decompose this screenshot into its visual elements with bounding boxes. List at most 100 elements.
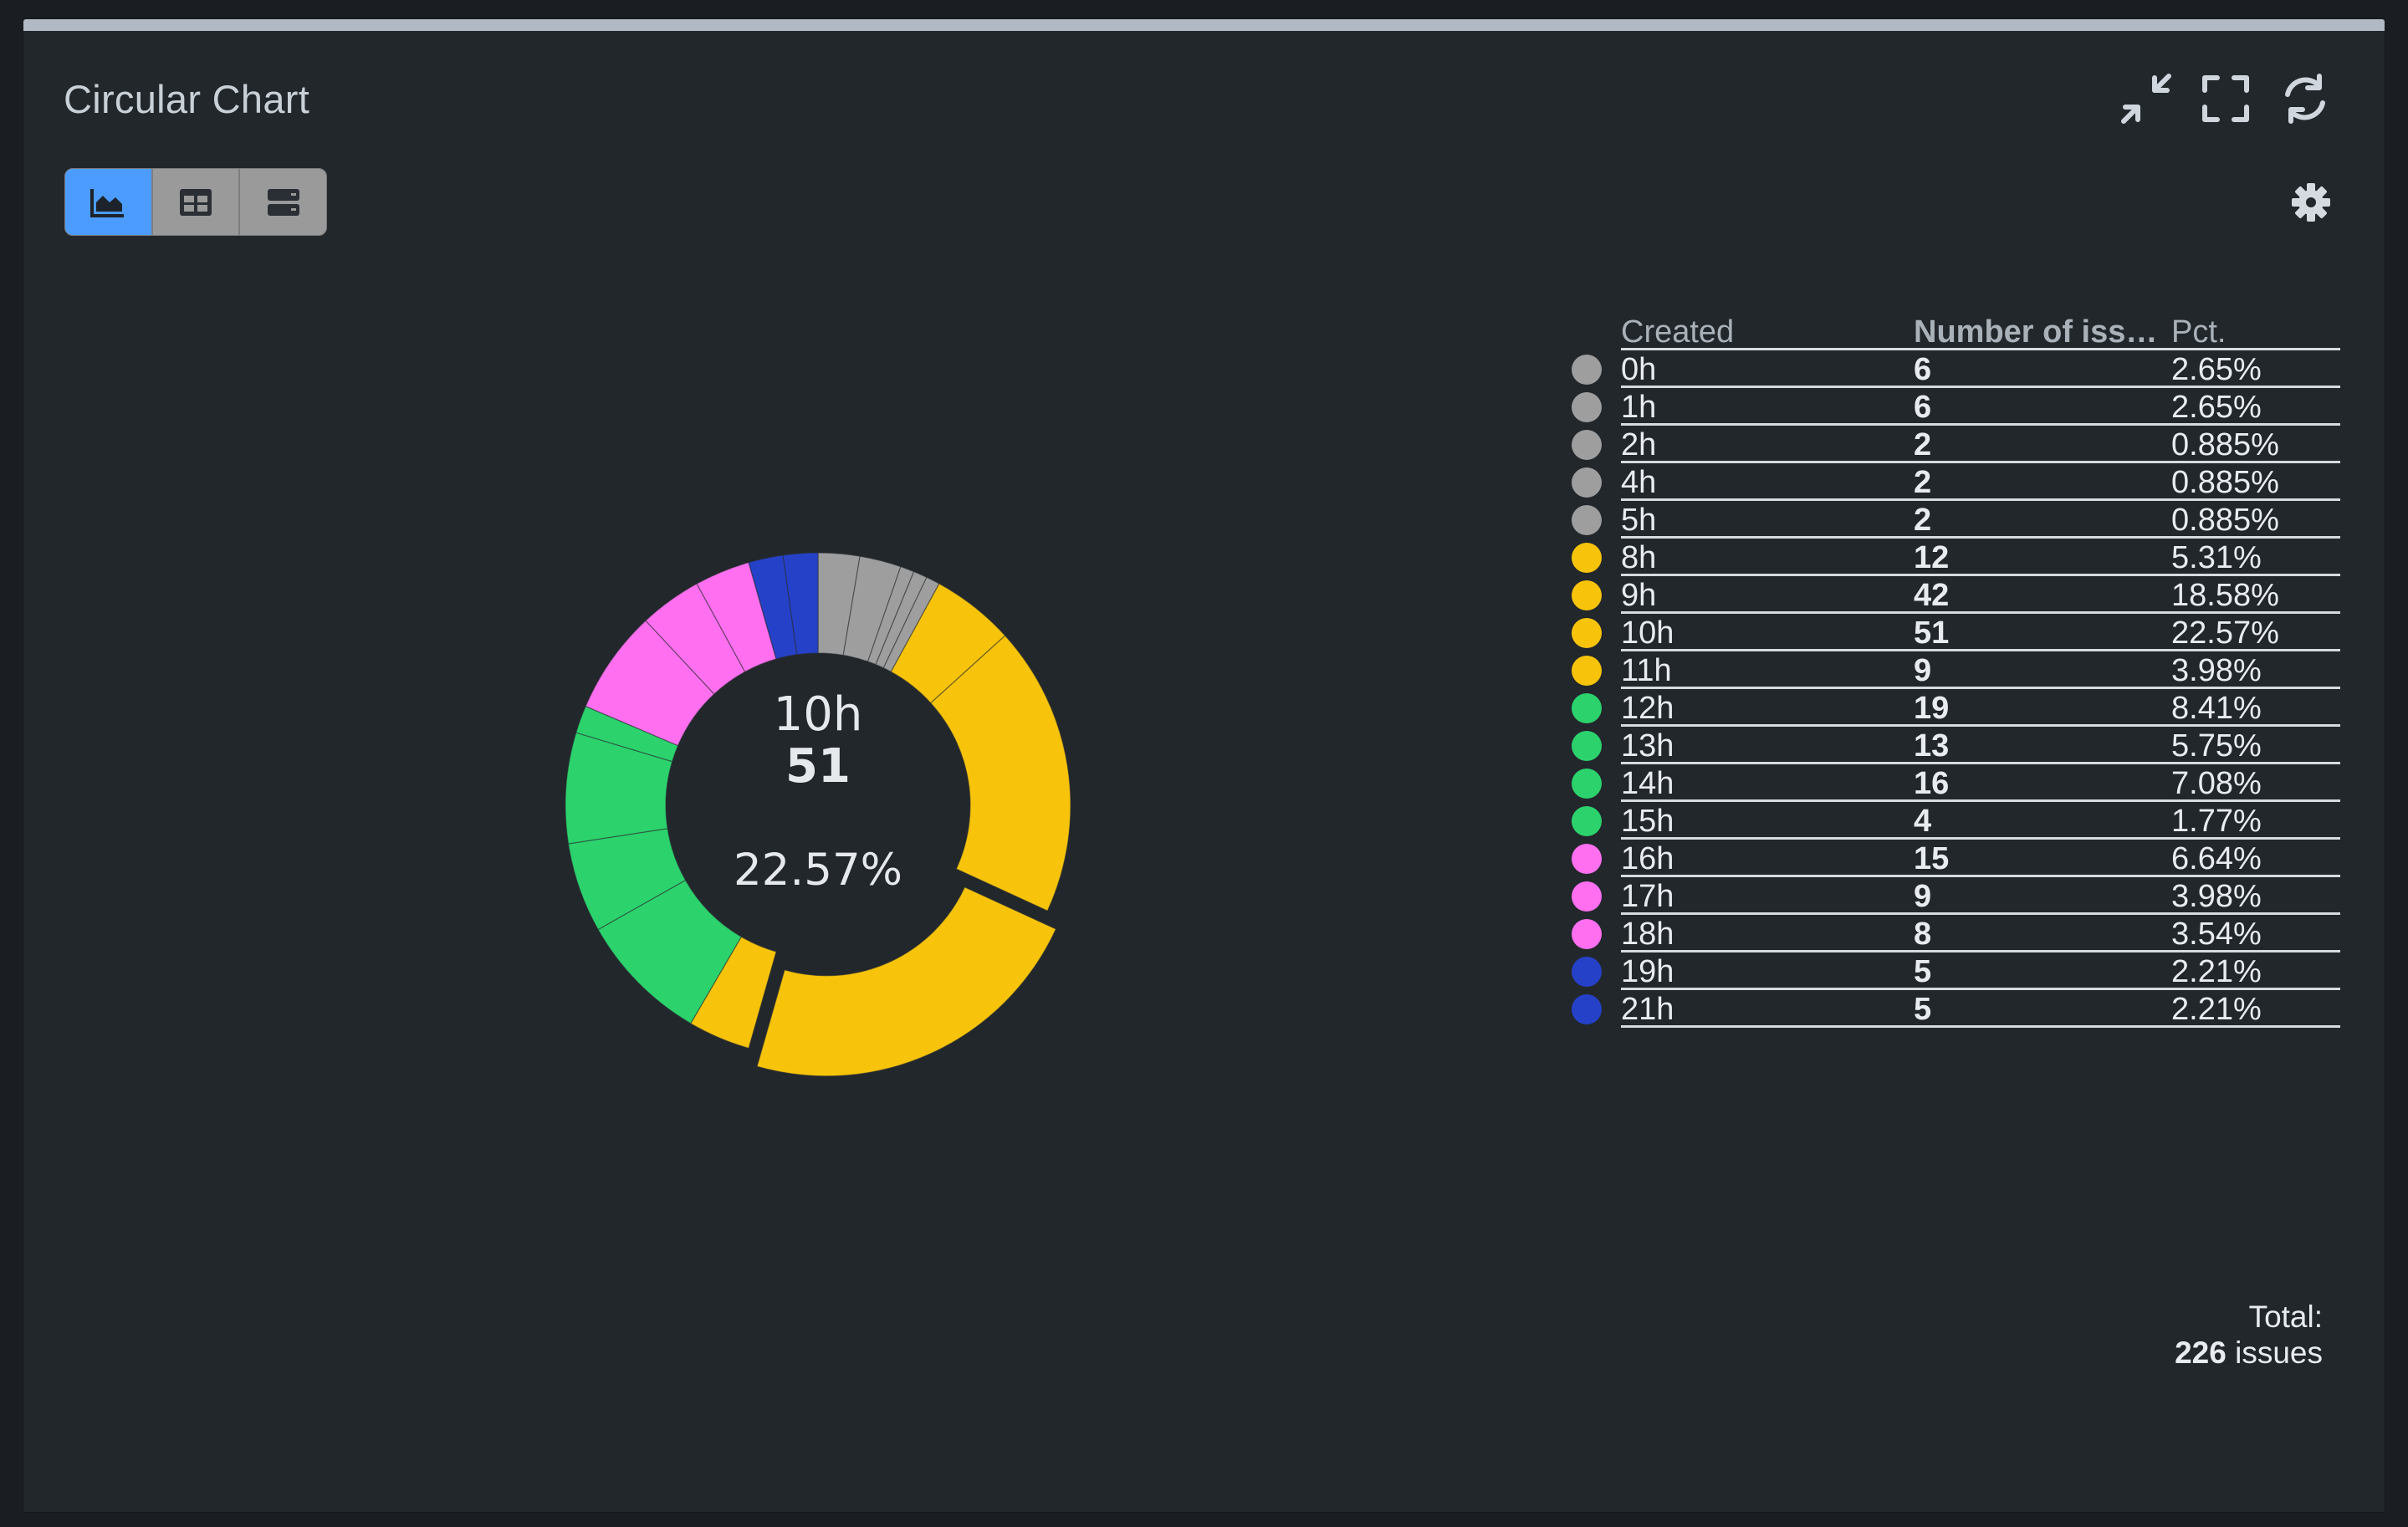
legend-color-dot bbox=[1572, 354, 1602, 385]
legend-name: 21h bbox=[1621, 992, 1674, 1027]
legend-count: 2 bbox=[1914, 465, 1932, 500]
legend-row[interactable]: 11h 9 3.98% bbox=[1546, 651, 2340, 689]
divider bbox=[1621, 950, 2340, 952]
legend-count: 2 bbox=[1914, 427, 1932, 462]
legend-pct: 18.58% bbox=[2171, 578, 2279, 613]
legend-count: 4 bbox=[1914, 804, 1932, 839]
divider bbox=[1621, 536, 2340, 539]
divider bbox=[1621, 611, 2340, 614]
legend-name: 5h bbox=[1621, 503, 1657, 538]
legend-row[interactable]: 17h 9 3.98% bbox=[1546, 877, 2340, 915]
legend-row[interactable]: 18h 8 3.54% bbox=[1546, 915, 2340, 952]
legend-color-dot bbox=[1572, 504, 1602, 535]
legend-count: 12 bbox=[1914, 540, 1950, 575]
legend-color-dot bbox=[1572, 993, 1602, 1024]
legend-name: 18h bbox=[1621, 917, 1674, 952]
legend-row[interactable]: 8h 12 5.31% bbox=[1546, 539, 2340, 576]
legend-row[interactable]: 4h 2 0.885% bbox=[1546, 463, 2340, 501]
donut-slice-21h[interactable] bbox=[782, 552, 819, 656]
legend-row[interactable]: 2h 2 0.885% bbox=[1546, 426, 2340, 463]
legend-header: Created Number of iss… Pct. bbox=[1546, 314, 2340, 350]
legend-pct: 2.21% bbox=[2171, 954, 2262, 989]
refresh-icon[interactable] bbox=[2276, 69, 2334, 128]
divider bbox=[1621, 762, 2340, 764]
collapse-icon[interactable] bbox=[2117, 69, 2175, 128]
donut-slice-9h[interactable] bbox=[929, 635, 1071, 912]
view-switcher bbox=[64, 168, 327, 236]
center-value: 51 bbox=[785, 739, 851, 794]
list-rows-icon bbox=[267, 188, 299, 216]
center-label: 10h bbox=[774, 687, 863, 742]
legend-color-dot bbox=[1572, 692, 1602, 723]
legend-row[interactable]: 5h 2 0.885% bbox=[1546, 501, 2340, 539]
divider bbox=[1621, 875, 2340, 877]
table-view-button[interactable] bbox=[151, 169, 239, 235]
legend-row[interactable]: 14h 16 7.08% bbox=[1546, 764, 2340, 802]
total-summary: Total: 226 issues bbox=[2175, 1299, 2323, 1371]
legend-count: 51 bbox=[1914, 615, 1950, 651]
legend-row[interactable]: 13h 13 5.75% bbox=[1546, 727, 2340, 764]
legend-color-dot bbox=[1572, 881, 1602, 912]
legend-count: 9 bbox=[1914, 879, 1932, 914]
legend-color-dot bbox=[1572, 730, 1602, 761]
legend-table: Created Number of iss… Pct. 0h 6 2.65% 1h 6 2… bbox=[1546, 314, 2340, 1028]
legend-pct: 5.75% bbox=[2171, 728, 2262, 764]
divider bbox=[1621, 386, 2340, 388]
legend-color-dot bbox=[1572, 655, 1602, 686]
header-pct[interactable]: Pct. bbox=[2171, 314, 2227, 350]
gear-icon[interactable] bbox=[2290, 181, 2332, 223]
legend-pct: 1.77% bbox=[2171, 804, 2262, 839]
panel-title: Circular Chart bbox=[64, 77, 310, 121]
header-number-of-issues[interactable]: Number of iss… bbox=[1914, 314, 2158, 350]
divider bbox=[1621, 687, 2340, 689]
total-value-line: 226 issues bbox=[2175, 1335, 2323, 1371]
legend-name: 10h bbox=[1621, 615, 1674, 651]
legend-count: 19 bbox=[1914, 691, 1950, 726]
legend-name: 1h bbox=[1621, 390, 1657, 425]
divider bbox=[1621, 461, 2340, 463]
legend-pct: 2.65% bbox=[2171, 352, 2262, 387]
legend-count: 8 bbox=[1914, 917, 1932, 952]
chart-view-button[interactable] bbox=[65, 169, 151, 235]
legend-pct: 7.08% bbox=[2171, 766, 2262, 801]
legend-row[interactable]: 1h 6 2.65% bbox=[1546, 388, 2340, 426]
legend-name: 0h bbox=[1621, 352, 1657, 387]
legend-count: 5 bbox=[1914, 954, 1932, 989]
legend-pct: 3.98% bbox=[2171, 653, 2262, 688]
legend-pct: 2.65% bbox=[2171, 390, 2262, 425]
divider bbox=[1621, 1025, 2340, 1028]
donut-chart: 10h 51 22.57% bbox=[565, 552, 1071, 1077]
header-created[interactable]: Created bbox=[1621, 314, 1735, 350]
legend-row[interactable]: 19h 5 2.21% bbox=[1546, 952, 2340, 990]
list-view-button[interactable] bbox=[238, 169, 326, 235]
divider bbox=[1621, 649, 2340, 651]
legend-name: 19h bbox=[1621, 954, 1674, 989]
legend-count: 16 bbox=[1914, 766, 1950, 801]
panel-top-bar bbox=[23, 19, 2385, 31]
legend-row[interactable]: 12h 19 8.41% bbox=[1546, 689, 2340, 727]
legend-row[interactable]: 10h 51 22.57% bbox=[1546, 614, 2340, 651]
legend-row[interactable]: 9h 42 18.58% bbox=[1546, 576, 2340, 614]
fullscreen-icon[interactable] bbox=[2196, 69, 2255, 128]
legend-color-dot bbox=[1572, 429, 1602, 460]
legend-row[interactable]: 21h 5 2.21% bbox=[1546, 990, 2340, 1028]
legend-color-dot bbox=[1572, 391, 1602, 422]
legend-name: 15h bbox=[1621, 804, 1674, 839]
legend-color-dot bbox=[1572, 918, 1602, 949]
legend-row[interactable]: 15h 4 1.77% bbox=[1546, 802, 2340, 840]
legend-count: 13 bbox=[1914, 728, 1950, 764]
divider bbox=[1621, 988, 2340, 990]
total-unit: issues bbox=[2235, 1335, 2323, 1370]
legend-name: 14h bbox=[1621, 766, 1674, 801]
legend-name: 16h bbox=[1621, 841, 1674, 876]
legend-pct: 5.31% bbox=[2171, 540, 2262, 575]
legend-name: 12h bbox=[1621, 691, 1674, 726]
legend-color-dot bbox=[1572, 467, 1602, 498]
legend-color-dot bbox=[1572, 617, 1602, 648]
donut-slice-10h[interactable] bbox=[756, 886, 1057, 1077]
divider bbox=[1621, 799, 2340, 802]
legend-row[interactable]: 0h 6 2.65% bbox=[1546, 350, 2340, 388]
divider bbox=[1621, 912, 2340, 915]
legend-row[interactable]: 16h 15 6.64% bbox=[1546, 840, 2340, 877]
legend-name: 2h bbox=[1621, 427, 1657, 462]
